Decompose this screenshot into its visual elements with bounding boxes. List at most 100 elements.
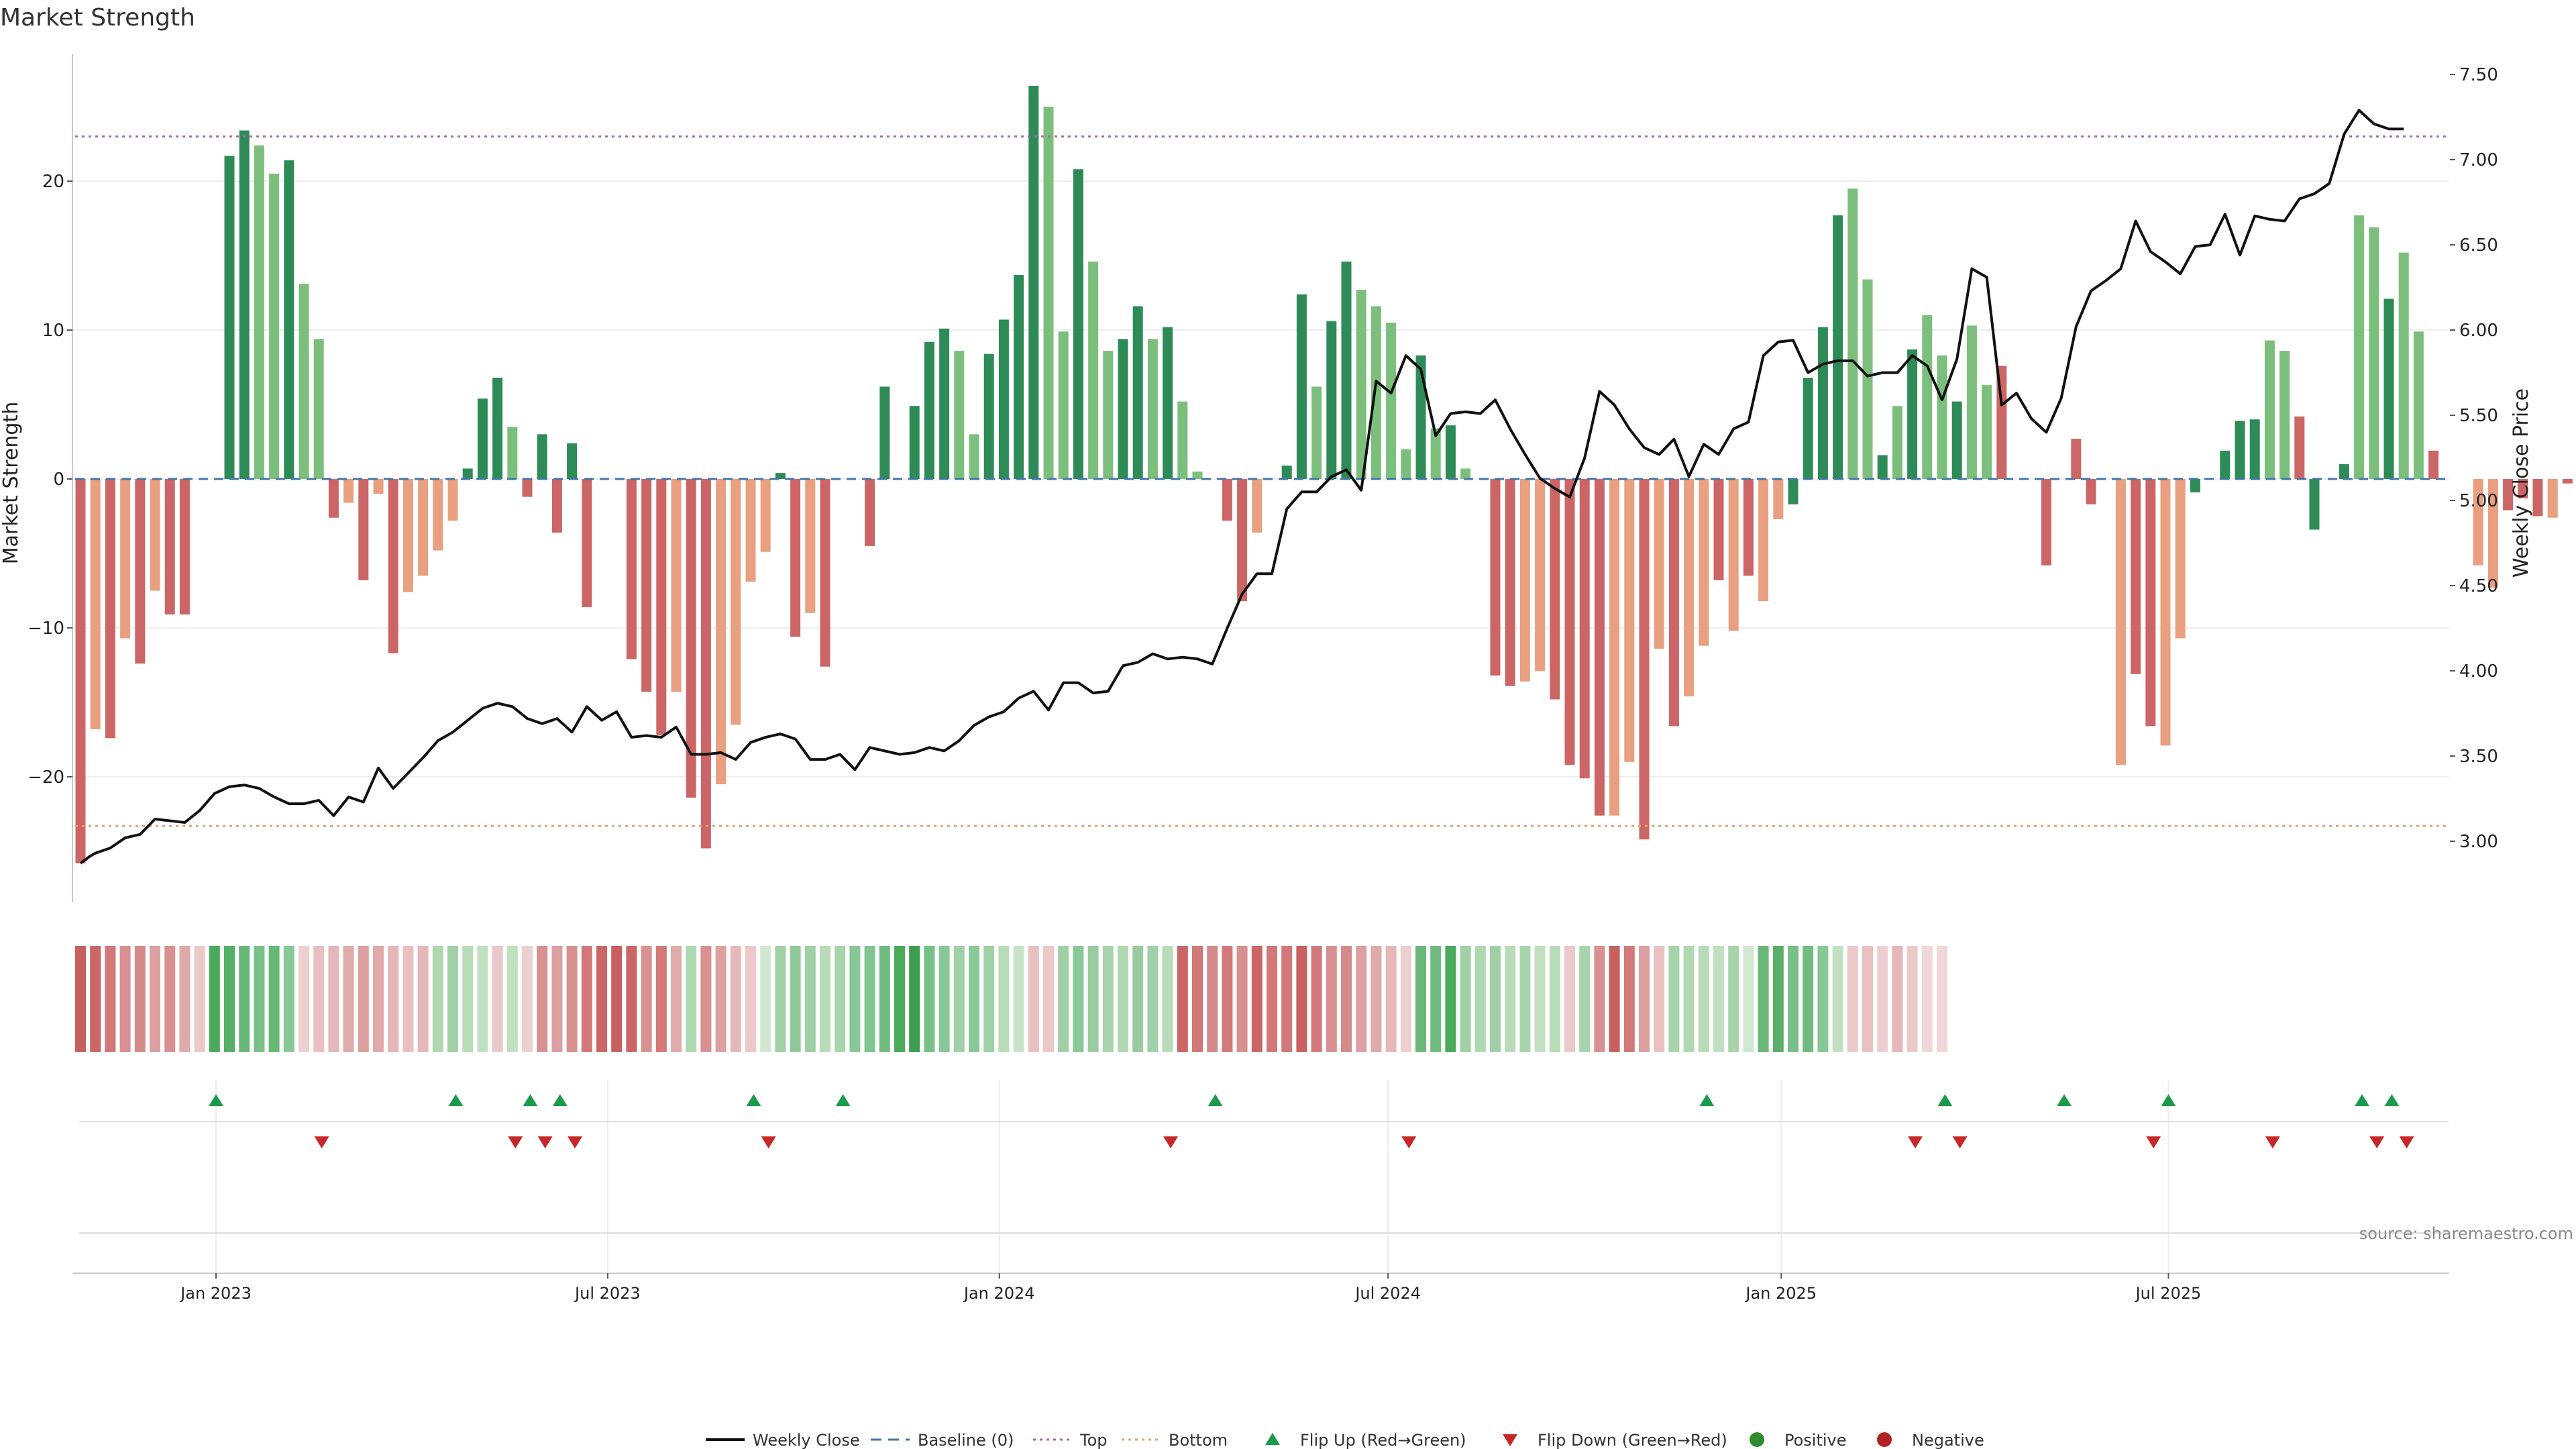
x-tick-label: Jul 2024 <box>1354 1284 1421 1303</box>
heat-cell <box>254 946 265 1052</box>
heat-cell <box>1430 946 1442 1052</box>
legend-swatch <box>1750 1432 1764 1447</box>
strength-bar <box>1668 479 1679 727</box>
heat-cell <box>730 946 741 1052</box>
left-tick-label: 0 <box>53 470 64 490</box>
heat-cell <box>1251 946 1263 1052</box>
strength-bar <box>269 173 280 479</box>
strength-bar <box>1773 479 1784 519</box>
strength-bar <box>2160 479 2171 746</box>
reference-lines <box>75 135 2446 827</box>
strength-bar <box>2071 439 2082 479</box>
flip-up-marker <box>523 1094 538 1106</box>
strength-bar <box>686 479 696 798</box>
strength-bar <box>1147 339 1158 479</box>
heat-cell <box>1817 946 1829 1052</box>
flip-up-marker <box>1699 1094 1715 1106</box>
strength-bar <box>1728 479 1739 631</box>
right-tick-label: 7.50 <box>2459 65 2498 85</box>
flip-up-marker <box>552 1094 568 1106</box>
heat-cell <box>983 946 995 1052</box>
strength-bar <box>2547 479 2558 518</box>
heat-cell <box>209 946 220 1052</box>
strength-bar <box>1163 327 1173 479</box>
strength-bar <box>745 479 756 582</box>
x-tick-label: Jan 2025 <box>1744 1284 1817 1303</box>
heat-cell <box>75 946 86 1052</box>
heat-cell <box>1311 946 1322 1052</box>
heat-cell <box>105 946 116 1052</box>
strength-bar <box>1535 479 1546 672</box>
legend-label: Flip Up (Red→Green) <box>1300 1431 1466 1449</box>
heat-cell <box>462 946 474 1052</box>
strength-bar <box>939 328 950 479</box>
heat-cell <box>1639 946 1650 1052</box>
strength-bar <box>1609 479 1620 816</box>
flip-down-marker <box>1952 1136 1968 1148</box>
heat-cell <box>1147 946 1159 1052</box>
legend-item: Flip Up (Red→Green) <box>1265 1431 1466 1449</box>
flip-down-marker <box>1401 1136 1417 1148</box>
heat-cell <box>313 946 325 1052</box>
heat-cell <box>1341 946 1352 1052</box>
heat-cell <box>432 946 443 1052</box>
strength-bar <box>969 434 979 479</box>
strength-bar <box>343 479 354 503</box>
strength-bar <box>150 479 160 591</box>
heat-cell <box>343 946 354 1052</box>
legend-item: Negative <box>1877 1431 1984 1449</box>
flip-up-marker <box>1937 1094 1953 1106</box>
heat-cell <box>1400 946 1411 1052</box>
strength-bar <box>582 479 592 607</box>
left-axis-title: Market Strength <box>0 402 23 564</box>
heat-cell <box>506 946 518 1052</box>
heat-cell <box>1772 946 1784 1052</box>
heat-cell <box>1132 946 1144 1052</box>
heat-cell <box>150 946 160 1052</box>
heat-cell <box>1356 946 1367 1052</box>
strength-bar <box>1490 479 1501 676</box>
strength-bar <box>1966 325 1977 479</box>
legend-item: Positive <box>1750 1431 1847 1449</box>
strength-bar <box>2131 479 2141 674</box>
heat-cell <box>700 946 712 1052</box>
heat-cell <box>417 946 429 1052</box>
strength-bar <box>1281 466 1292 479</box>
heat-cell <box>1102 946 1114 1052</box>
heat-cell <box>328 946 339 1052</box>
strength-bar <box>954 351 965 479</box>
heat-cell <box>179 946 191 1052</box>
heat-cell <box>581 946 592 1052</box>
strength-bar <box>1088 261 1099 479</box>
strength-bar <box>1699 479 1709 646</box>
legend-item: Bottom <box>1122 1431 1228 1449</box>
strength-bar <box>1594 479 1605 816</box>
legend-label: Bottom <box>1169 1431 1228 1449</box>
heat-cell <box>388 946 399 1052</box>
heat-cell <box>1474 946 1486 1052</box>
heat-cell <box>879 946 890 1052</box>
heat-cell <box>299 946 309 1052</box>
legend-item: Baseline (0) <box>871 1431 1014 1449</box>
strength-bar <box>135 479 146 664</box>
heat-cell <box>864 946 875 1052</box>
heat-cell <box>402 946 414 1052</box>
strength-bar <box>537 434 547 479</box>
right-tick-label: 6.00 <box>2459 321 2498 341</box>
heat-cell <box>745 946 756 1052</box>
strength-bar <box>626 479 637 659</box>
heat-cell <box>655 946 667 1052</box>
strength-bar <box>1579 479 1590 779</box>
flip-down-marker <box>2265 1136 2280 1148</box>
heat-cell <box>1713 946 1724 1052</box>
heat-cell <box>1594 946 1605 1052</box>
strength-bar <box>1862 279 1873 479</box>
right-tick-label: 6.50 <box>2459 235 2498 256</box>
legend-item: Top <box>1033 1431 1108 1449</box>
flip-down-marker <box>314 1136 329 1148</box>
heat-cell <box>1623 946 1635 1052</box>
heat-cell <box>194 946 205 1052</box>
strength-bar <box>1401 449 1411 479</box>
strength-bar <box>760 479 771 552</box>
